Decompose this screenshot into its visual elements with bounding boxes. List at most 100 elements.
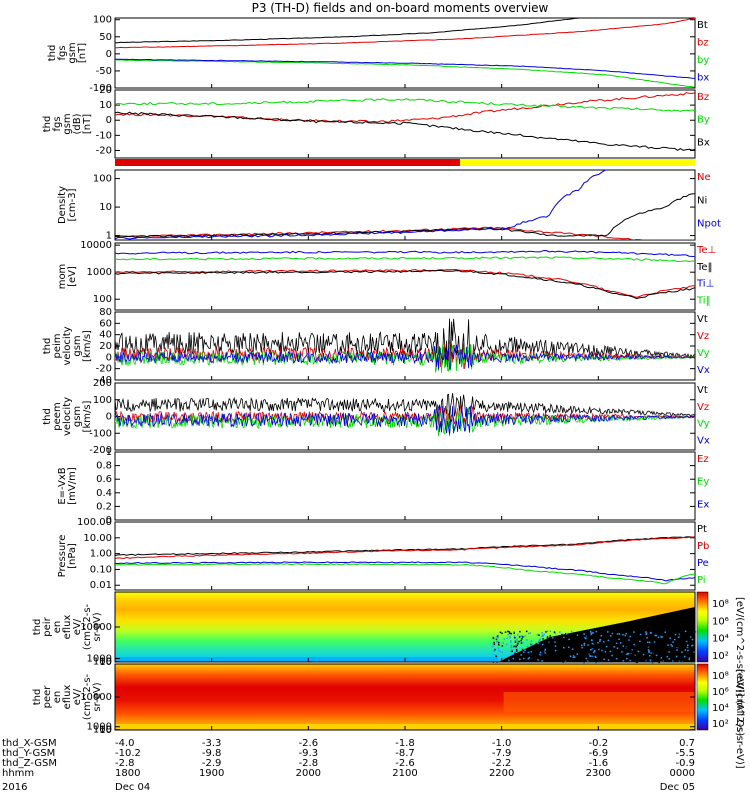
heatmap-speckle bbox=[576, 646, 578, 648]
heatmap-speckle bbox=[539, 653, 541, 656]
heatmap-speckle bbox=[591, 632, 593, 635]
heatmap-speckle bbox=[564, 660, 567, 663]
xaxis-year: 2016 bbox=[2, 782, 27, 793]
heatmap-speckle bbox=[526, 645, 529, 648]
heatmap-speckle bbox=[502, 642, 505, 644]
heatmap-speckle bbox=[547, 644, 550, 647]
ytick-label: 1000 bbox=[87, 654, 112, 665]
heatmap-speckle bbox=[671, 645, 673, 647]
heatmap-speckle bbox=[497, 647, 500, 649]
heatmap-speckle bbox=[663, 655, 666, 658]
heatmap-speckle bbox=[542, 644, 544, 647]
heatmap-speckle bbox=[634, 654, 636, 657]
heatmap-speckle bbox=[518, 640, 520, 643]
y-axis-label: (cm^2-s- bbox=[82, 673, 93, 720]
ytick-label: 1 bbox=[106, 231, 112, 242]
panel-p3: 100 10 1 Density [cm-3] Ne Ni Npot bbox=[57, 169, 721, 242]
heatmap-speckle bbox=[501, 645, 504, 647]
heatmap-speckle bbox=[676, 647, 678, 649]
heatmap-speckle bbox=[660, 657, 663, 659]
heatmap-speckle bbox=[542, 635, 545, 637]
heatmap-speckle bbox=[603, 640, 605, 643]
frame-p1 bbox=[114, 17, 696, 89]
heatmap-speckle bbox=[651, 641, 654, 643]
heatmap-speckle bbox=[563, 636, 565, 639]
heatmap-speckle bbox=[692, 644, 694, 647]
heatmap-speckle bbox=[606, 636, 609, 638]
heatmap-speckle bbox=[622, 633, 624, 636]
xaxis-value: 2200 bbox=[489, 768, 514, 779]
heatmap-speckle bbox=[639, 633, 642, 636]
heatmap-speckle bbox=[525, 639, 528, 641]
heatmap-speckle bbox=[686, 644, 689, 646]
heatmap-speckle bbox=[566, 656, 568, 659]
heatmap-speckle bbox=[669, 637, 671, 639]
xaxis-value: 1800 bbox=[115, 768, 140, 779]
heatmap-speckle bbox=[688, 655, 690, 658]
heatmap-speckle bbox=[604, 651, 607, 653]
heatmap-speckle bbox=[524, 649, 526, 652]
ytick-label: 0.01 bbox=[90, 580, 112, 591]
heatmap-speckle bbox=[592, 648, 595, 651]
heatmap-speckle bbox=[578, 658, 580, 660]
ytick-label: 0 bbox=[106, 49, 112, 60]
heatmap-speckle bbox=[596, 636, 598, 639]
xaxis-value: -2.9 bbox=[202, 758, 222, 769]
y-axis-label: thd bbox=[32, 619, 43, 636]
panel-p9: 10⁸ 10⁶ 10⁴ 10² [eV/(cm^2-s-sr-eV)] (All Qs)… bbox=[32, 591, 745, 736]
heatmap-speckle bbox=[502, 660, 504, 662]
xaxis-value: -1.0 bbox=[492, 738, 512, 749]
y-axis-label: peim bbox=[52, 333, 63, 358]
ytick-label: -100 bbox=[89, 83, 112, 94]
series-Ni bbox=[115, 193, 695, 238]
heatmap-speckle bbox=[497, 641, 500, 644]
panel-p7: 1 0.8 0.6 0.4 0.2 0 E=-VxB [mV/m] Ez Ey Ex bbox=[57, 447, 709, 526]
heatmap-speckle bbox=[510, 641, 512, 644]
heatmap-speckle bbox=[589, 656, 591, 658]
heatmap-speckle bbox=[493, 641, 495, 644]
heatmap-speckle bbox=[628, 641, 630, 644]
heatmap-speckle bbox=[578, 660, 581, 662]
heatmap-speckle bbox=[516, 638, 518, 640]
heatmap-speckle bbox=[599, 654, 601, 657]
heatmap-speckle bbox=[508, 632, 511, 634]
ytick-label: 10000 bbox=[80, 240, 112, 251]
panel-p1: 100 50 0 -50 -100 thd fgs gsm [nT] Bt bz by bx bbox=[47, 15, 709, 94]
heatmap-speckle bbox=[601, 649, 603, 652]
heatmap-speckle bbox=[650, 636, 653, 639]
heatmap-speckle bbox=[527, 657, 530, 660]
frame-p8 bbox=[114, 521, 696, 591]
heatmap-speckle bbox=[523, 651, 525, 654]
heatmap-speckle bbox=[591, 639, 593, 642]
heatmap-speckle bbox=[547, 638, 549, 641]
heatmap-speckle bbox=[516, 650, 518, 652]
series-Ti‖ bbox=[115, 256, 695, 263]
heatmap-speckle bbox=[581, 632, 583, 635]
legend-Bt: Bt bbox=[697, 20, 708, 31]
heatmap-speckle bbox=[507, 658, 510, 660]
xaxis-value: 0000 bbox=[670, 768, 695, 779]
heatmap-bottom-band bbox=[115, 657, 498, 662]
colorbar-tick: 10⁶ bbox=[712, 616, 729, 627]
heatmap-speckle bbox=[641, 641, 644, 643]
colorbar-tick: 10⁶ bbox=[712, 687, 729, 698]
heatmap-speckle bbox=[576, 642, 578, 645]
heatmap-speckle bbox=[643, 651, 646, 653]
heatmap-speckle bbox=[605, 639, 608, 642]
heatmap-speckle bbox=[664, 631, 666, 633]
y-axis-label: sr-eV) bbox=[92, 682, 103, 711]
xaxis-value: 2100 bbox=[392, 768, 417, 779]
heatmap-speckle bbox=[599, 638, 601, 641]
xaxis-value: -2.8 bbox=[299, 758, 319, 769]
heatmap-speckle bbox=[592, 632, 594, 634]
heatmap-speckle bbox=[508, 631, 511, 633]
heatmap-speckle bbox=[649, 631, 652, 634]
heatmap-speckle bbox=[589, 630, 592, 633]
y-axis-label: gsm bbox=[72, 406, 83, 427]
heatmap-speckle bbox=[595, 656, 597, 659]
heatmap-speckle bbox=[589, 633, 591, 635]
heatmap-speckle bbox=[680, 642, 683, 645]
heatmap-speckle bbox=[688, 659, 691, 662]
legend-Bx: Bx bbox=[697, 137, 710, 148]
heatmap-speckle bbox=[691, 645, 693, 647]
